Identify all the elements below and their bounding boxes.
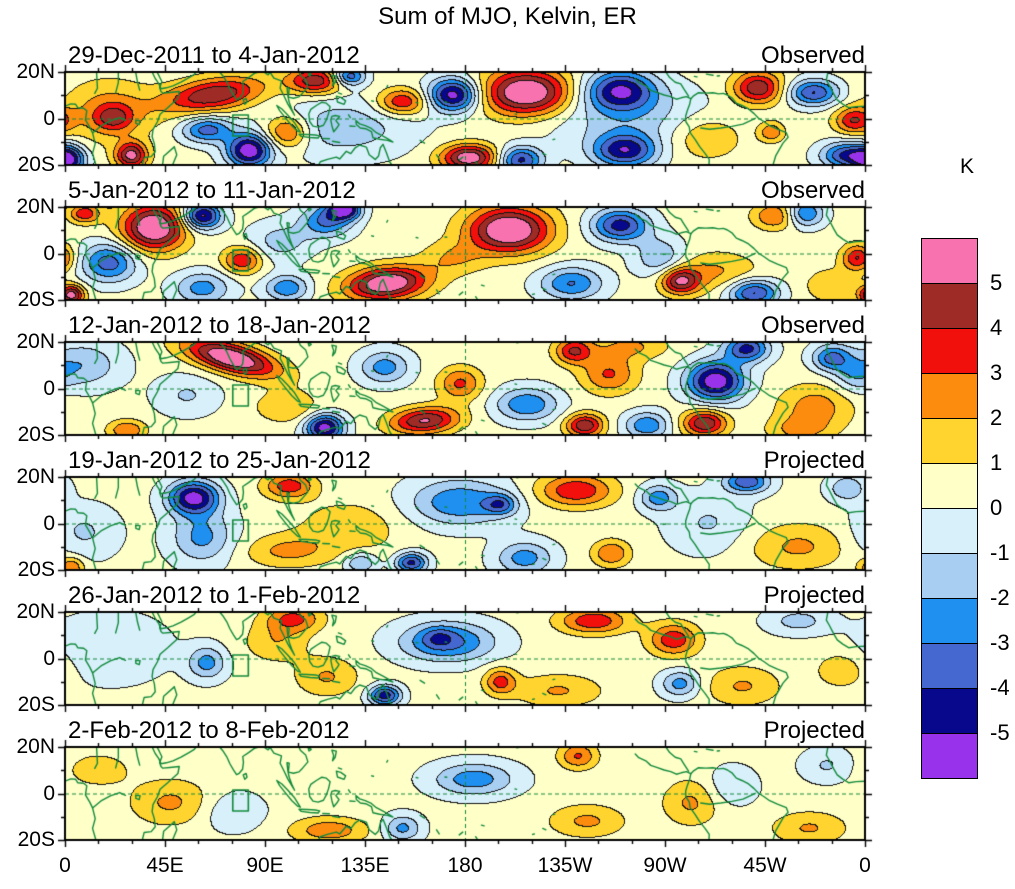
y-tick-label: 20N: [16, 600, 55, 623]
chart-title: Sum of MJO, Kelvin, ER: [378, 3, 637, 30]
colorbar-swatch: [921, 688, 978, 734]
y-tick-label: 0: [43, 646, 55, 670]
y-tick-label: 20S: [17, 153, 55, 176]
colorbar-swatch: [921, 238, 978, 284]
colorbar-tick-label: -2: [990, 585, 1010, 610]
colorbar-tick-label: 0: [990, 495, 1003, 520]
colorbar-tick-label: 3: [990, 360, 1003, 385]
panel-3-map: [57, 334, 873, 443]
colorbar-swatch: [921, 733, 978, 779]
x-tick-label: 135W: [537, 854, 593, 877]
y-tick-label: 20N: [16, 195, 55, 218]
colorbar-swatch: [921, 463, 978, 509]
y-tick-label: 20S: [17, 288, 55, 311]
y-tick-label: 20N: [16, 735, 55, 758]
colorbar-tick-label: -4: [990, 675, 1010, 700]
x-tick-label: 180: [447, 854, 483, 877]
colorbar-swatch: [921, 598, 978, 644]
panel-4-map: [57, 469, 873, 578]
panel-5-map: [57, 604, 873, 713]
y-tick-label: 20N: [16, 60, 55, 83]
panel-1-map: [57, 64, 873, 173]
y-tick-label: 20S: [17, 423, 55, 446]
x-tick-label: 90E: [246, 854, 284, 877]
y-tick-label: 0: [43, 511, 55, 535]
x-tick-label: 135E: [340, 854, 390, 877]
colorbar-swatch: [921, 373, 978, 419]
colorbar-tick-label: -1: [990, 540, 1010, 565]
colorbar-tick-label: -3: [990, 630, 1010, 655]
colorbar-swatch: [921, 643, 978, 689]
colorbar-swatch: [921, 508, 978, 554]
y-tick-label: 0: [43, 106, 55, 130]
y-tick-label: 20S: [17, 828, 55, 851]
colorbar-swatch: [921, 328, 978, 374]
colorbar-tick-label: -5: [990, 720, 1010, 745]
y-tick-label: 20S: [17, 693, 55, 716]
x-tick-label: 0: [59, 854, 71, 877]
y-tick-label: 0: [43, 376, 55, 400]
y-tick-label: 20N: [16, 330, 55, 353]
x-tick-label: 0: [859, 854, 871, 877]
colorbar-swatch: [921, 418, 978, 464]
colorbar-tick-label: 4: [990, 315, 1003, 340]
colorbar-swatch: [921, 283, 978, 329]
x-tick-label: 45W: [743, 854, 787, 877]
y-tick-label: 20S: [17, 558, 55, 581]
y-tick-label: 0: [43, 781, 55, 805]
panel-2-map: [57, 199, 873, 308]
y-tick-label: 0: [43, 241, 55, 265]
x-tick-label: 90W: [643, 854, 687, 877]
colorbar-tick-label: 5: [990, 270, 1003, 295]
colorbar-tick-label: 1: [990, 450, 1003, 475]
colorbar-tick-label: 2: [990, 405, 1003, 430]
colorbar-swatch: [921, 553, 978, 599]
x-tick-label: 45E: [146, 854, 184, 877]
colorbar-unit-label: K: [959, 155, 974, 178]
panel-6-map: [57, 739, 873, 848]
y-tick-label: 20N: [16, 465, 55, 488]
